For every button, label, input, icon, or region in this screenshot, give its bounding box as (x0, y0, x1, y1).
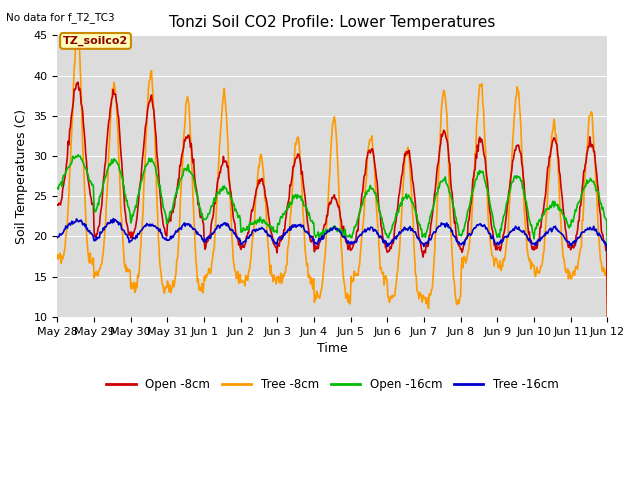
Open -8cm (177, 163, 184, 168)
Tree -8cm (54, 252, 61, 258)
Open -8cm (400, 159, 408, 165)
Tree -16cm (63, 225, 71, 231)
Text: No data for f_T2_TC3: No data for f_T2_TC3 (6, 12, 115, 23)
Tree -8cm (400, 172, 408, 178)
Open -16cm (63, 166, 71, 171)
Line: Tree -8cm: Tree -8cm (58, 36, 607, 317)
Line: Open -16cm: Open -16cm (58, 155, 607, 252)
Tree -16cm (400, 225, 408, 231)
Y-axis label: Soil Temperatures (C): Soil Temperatures (C) (15, 108, 28, 243)
Tree -8cm (604, 314, 611, 320)
Tree -16cm (109, 216, 117, 222)
Open -16cm (604, 250, 611, 255)
Open -8cm (74, 79, 82, 85)
Tree -8cm (63, 219, 71, 225)
Text: TZ_soilco2: TZ_soilco2 (63, 36, 128, 46)
Tree -8cm (416, 289, 424, 295)
Open -8cm (604, 314, 611, 320)
Line: Open -8cm: Open -8cm (58, 82, 607, 317)
Open -16cm (74, 152, 82, 157)
Legend: Open -8cm, Tree -8cm, Open -16cm, Tree -16cm: Open -8cm, Tree -8cm, Open -16cm, Tree -… (102, 373, 563, 396)
Title: Tonzi Soil CO2 Profile: Lower Temperatures: Tonzi Soil CO2 Profile: Lower Temperatur… (169, 15, 495, 30)
Open -16cm (416, 222, 424, 228)
Tree -16cm (416, 238, 424, 243)
Open -16cm (400, 195, 408, 201)
Open -16cm (206, 210, 214, 216)
Tree -8cm (206, 267, 214, 273)
Tree -16cm (206, 235, 214, 241)
Open -16cm (54, 185, 61, 191)
Tree -16cm (54, 235, 61, 240)
Open -8cm (54, 202, 61, 208)
Open -8cm (416, 238, 424, 243)
Tree -8cm (74, 33, 81, 38)
X-axis label: Time: Time (317, 342, 348, 355)
Open -8cm (121, 206, 129, 212)
Tree -16cm (604, 250, 611, 255)
Open -16cm (121, 191, 129, 197)
Tree -16cm (121, 229, 129, 235)
Open -8cm (63, 155, 71, 160)
Tree -8cm (177, 193, 184, 199)
Line: Tree -16cm: Tree -16cm (58, 219, 607, 252)
Open -16cm (177, 176, 184, 182)
Tree -16cm (177, 225, 184, 231)
Tree -8cm (121, 264, 129, 270)
Open -8cm (206, 232, 214, 238)
